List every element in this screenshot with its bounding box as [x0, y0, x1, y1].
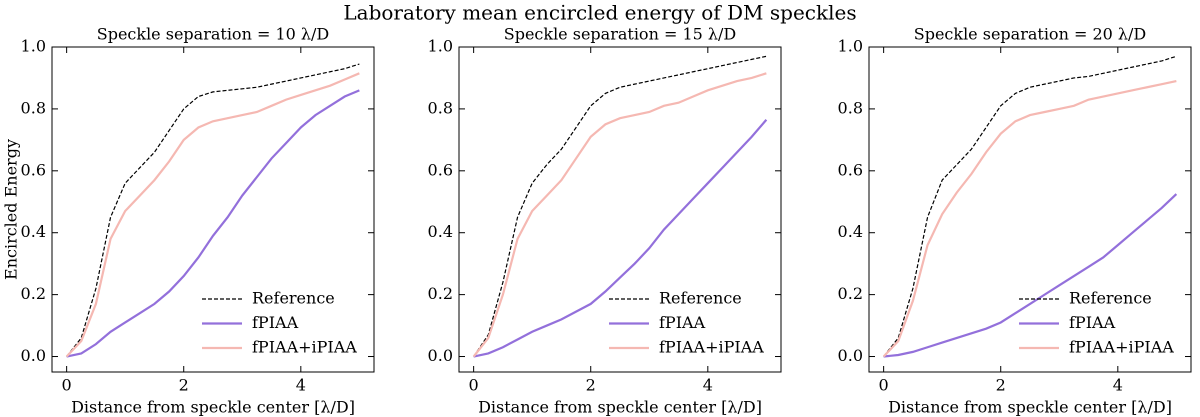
y-tick-label: 0.0: [838, 346, 863, 365]
x-tick-label: 4: [296, 376, 306, 395]
y-tick-label: 0.0: [21, 346, 46, 365]
x-tick-label: 2: [586, 376, 596, 395]
x-tick-label: 4: [703, 376, 713, 395]
panel-title: Speckle separation = 15 λ/D: [504, 25, 737, 44]
x-axis-label: Distance from speckle center [λ/D]: [478, 398, 762, 417]
legend-label: fPIAA+iPIAA: [252, 338, 357, 357]
series-line: [66, 63, 360, 357]
y-tick-label: 0.8: [21, 98, 46, 117]
series-line: [473, 55, 767, 357]
y-tick-label: 0.8: [838, 98, 863, 117]
y-tick-label: 0.2: [428, 284, 453, 303]
series-line: [66, 89, 360, 358]
legend-label: fPIAA: [659, 313, 706, 332]
panel-title: Speckle separation = 20 λ/D: [914, 25, 1147, 44]
x-tick-label: 2: [179, 376, 189, 395]
x-axis-label: Distance from speckle center [λ/D]: [888, 398, 1172, 417]
y-axis-label: Encircled Energy: [2, 139, 21, 280]
series-line: [883, 193, 1178, 358]
y-tick-label: 1.0: [838, 37, 863, 56]
y-tick-label: 0.2: [838, 284, 863, 303]
x-tick-label: 2: [996, 376, 1006, 395]
x-tick-label: 0: [879, 376, 889, 395]
legend-label: Reference: [1069, 289, 1152, 308]
y-tick-label: 0.0: [428, 346, 453, 365]
x-tick-label: 4: [1113, 376, 1123, 395]
y-tick-label: 0.2: [21, 284, 46, 303]
series-line: [882, 79, 1177, 358]
figure-title: Laboratory mean encircled energy of DM s…: [343, 1, 856, 25]
plot-frame: [458, 46, 782, 373]
y-tick-label: 0.4: [21, 222, 46, 241]
legend-label: Reference: [659, 289, 742, 308]
series-line: [472, 72, 767, 358]
x-tick-label: 0: [469, 376, 479, 395]
y-tick-label: 1.0: [21, 37, 46, 56]
y-tick-label: 0.4: [428, 222, 453, 241]
x-axis-label: Distance from speckle center [λ/D]: [71, 398, 355, 417]
y-tick-label: 0.8: [428, 98, 453, 117]
y-tick-label: 1.0: [428, 37, 453, 56]
series-line: [65, 72, 360, 358]
y-tick-label: 0.6: [838, 160, 863, 179]
legend-label: fPIAA: [1069, 313, 1116, 332]
legend-label: fPIAA+iPIAA: [659, 338, 764, 357]
panel-title: Speckle separation = 10 λ/D: [97, 25, 330, 44]
plot-frame: [868, 46, 1192, 373]
series-line: [883, 55, 1177, 357]
legend-label: fPIAA+iPIAA: [1069, 338, 1174, 357]
series-line: [473, 119, 768, 358]
y-tick-label: 0.6: [428, 160, 453, 179]
y-tick-label: 0.6: [21, 160, 46, 179]
y-tick-label: 0.4: [838, 222, 863, 241]
legend-label: Reference: [252, 289, 335, 308]
x-tick-label: 0: [62, 376, 72, 395]
plot-frame: [51, 46, 375, 373]
legend-label: fPIAA: [252, 313, 299, 332]
